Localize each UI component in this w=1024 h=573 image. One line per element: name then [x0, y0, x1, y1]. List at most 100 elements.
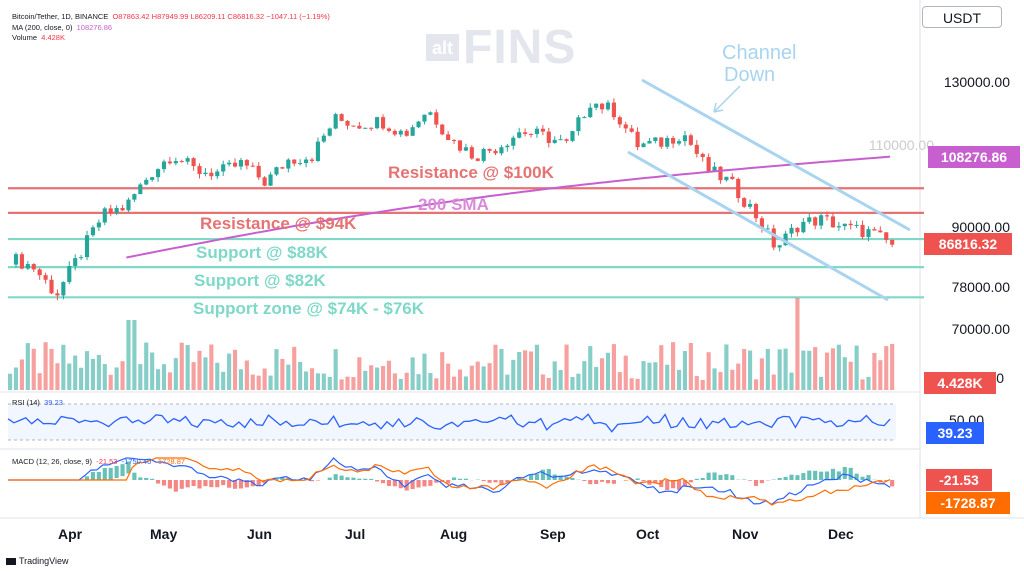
macd-histogram-bar	[150, 478, 155, 480]
macd-histogram-bar	[185, 480, 190, 488]
macd-histogram-bar	[688, 480, 693, 483]
volume-bar	[345, 376, 350, 390]
volume-bar	[890, 343, 895, 390]
candle-body	[138, 184, 143, 195]
symbol-title[interactable]: Bitcoin/Tether, 1D, BINANCE	[12, 12, 109, 21]
volume-bar	[452, 376, 457, 390]
candle-body	[647, 141, 652, 144]
support-82k-label: Support @ $82K	[194, 271, 326, 290]
macd-histogram-bar	[215, 480, 220, 488]
candle-body	[706, 157, 711, 172]
volume-bar	[440, 352, 445, 390]
macd-histogram-bar	[807, 470, 812, 480]
price-tick-130000: 130000.00	[943, 74, 1010, 90]
volume-bar	[759, 358, 764, 390]
month-may: May	[150, 526, 178, 542]
macd-histogram-bar	[588, 480, 593, 485]
volume-bar	[161, 364, 167, 390]
macd-histogram-bar	[90, 472, 96, 480]
channel-label-2: Down	[724, 64, 776, 86]
volume-legend-value: 4.428K	[41, 33, 65, 42]
resistance-94k-label: Resistance @ $94K	[200, 214, 357, 233]
month-jun: Jun	[247, 526, 272, 542]
macd-histogram-bar	[860, 476, 865, 480]
volume-bar	[232, 349, 238, 390]
candle-body	[854, 224, 859, 226]
candle-body	[558, 139, 563, 141]
candle-body	[884, 232, 889, 240]
macd-histogram-bar	[848, 467, 853, 480]
tradingview-brand[interactable]: TradingView	[6, 556, 69, 566]
candle-body	[79, 257, 84, 259]
candle-body	[250, 165, 255, 167]
volume-bar	[238, 369, 244, 390]
macd-histogram-bar	[375, 480, 380, 482]
volume-bar	[386, 360, 392, 390]
candle-body	[511, 137, 516, 146]
macd-histogram-bar	[653, 480, 658, 484]
macd-histogram-bar	[724, 474, 729, 480]
candle-body	[872, 229, 877, 231]
macd-histogram-bar	[161, 480, 167, 486]
macd-histogram-bar	[819, 471, 824, 480]
volume-bar	[61, 344, 66, 390]
macd-histogram-bar	[191, 480, 196, 486]
candle-body	[315, 141, 320, 161]
volume-bar	[706, 352, 711, 390]
logo-text: FINS	[463, 21, 577, 74]
macd-histogram-bar	[487, 480, 492, 483]
ma-value-badge: 108276.86	[928, 146, 1020, 168]
macd-histogram-bar	[422, 480, 427, 487]
rsi-label[interactable]: RSI (14)	[12, 398, 40, 407]
volume-bar	[635, 378, 640, 390]
volume-legend-label[interactable]: Volume	[12, 33, 38, 42]
candle-body	[742, 198, 747, 207]
currency-selector[interactable]: USDT	[922, 6, 1002, 28]
ma-row: MA (200, close, 0) 108276.86	[12, 23, 330, 34]
volume-bar	[848, 361, 853, 390]
macd-histogram-bar	[209, 480, 214, 488]
macd-histogram-bar	[232, 480, 238, 489]
macd-histogram-bar	[813, 470, 818, 480]
macd-histogram-bar	[203, 480, 208, 487]
macd-histogram-bar	[600, 480, 605, 482]
volume-bar	[694, 375, 699, 390]
volume-bar	[49, 348, 54, 390]
macd-histogram-bar	[102, 467, 107, 480]
candle-body	[398, 130, 403, 135]
volume-bar	[351, 377, 356, 390]
ma-legend-label[interactable]: MA (200, close, 0)	[12, 22, 73, 32]
candle-body	[629, 128, 634, 132]
volume-bar	[617, 372, 622, 390]
macd-histogram-bar	[410, 480, 415, 490]
candle-body	[588, 107, 593, 118]
macd-label[interactable]: MACD (12, 26, close, 9)	[12, 457, 93, 466]
macd-value: -21.53	[96, 457, 118, 466]
volume-bar	[114, 367, 119, 390]
volume-bar	[339, 379, 344, 390]
candle-body	[748, 203, 753, 207]
volume-bar	[392, 373, 397, 390]
volume-bar	[156, 369, 161, 390]
macd-histogram-bar	[836, 471, 841, 480]
candle-body	[286, 159, 291, 169]
volume-bar	[221, 371, 226, 390]
macd-histogram-bar	[582, 480, 587, 481]
candle-body	[552, 139, 557, 144]
altfins-logo: alt FINS	[426, 20, 576, 75]
candle-body	[665, 137, 670, 147]
candle-body	[90, 227, 96, 236]
tradingview-icon	[6, 557, 16, 565]
ma-legend-value: 108276.86	[76, 22, 113, 32]
rsi-legend: RSI (14) 39.23	[12, 398, 63, 409]
price-tick-90000: 90000.00	[951, 219, 1010, 235]
volume-bar	[304, 371, 309, 390]
candle-body	[410, 127, 415, 136]
volume-bar	[315, 373, 320, 390]
volume-bar	[422, 353, 427, 390]
channel-lower-line	[627, 150, 889, 302]
macd-histogram-bar	[227, 480, 232, 488]
candle-body	[777, 245, 782, 248]
